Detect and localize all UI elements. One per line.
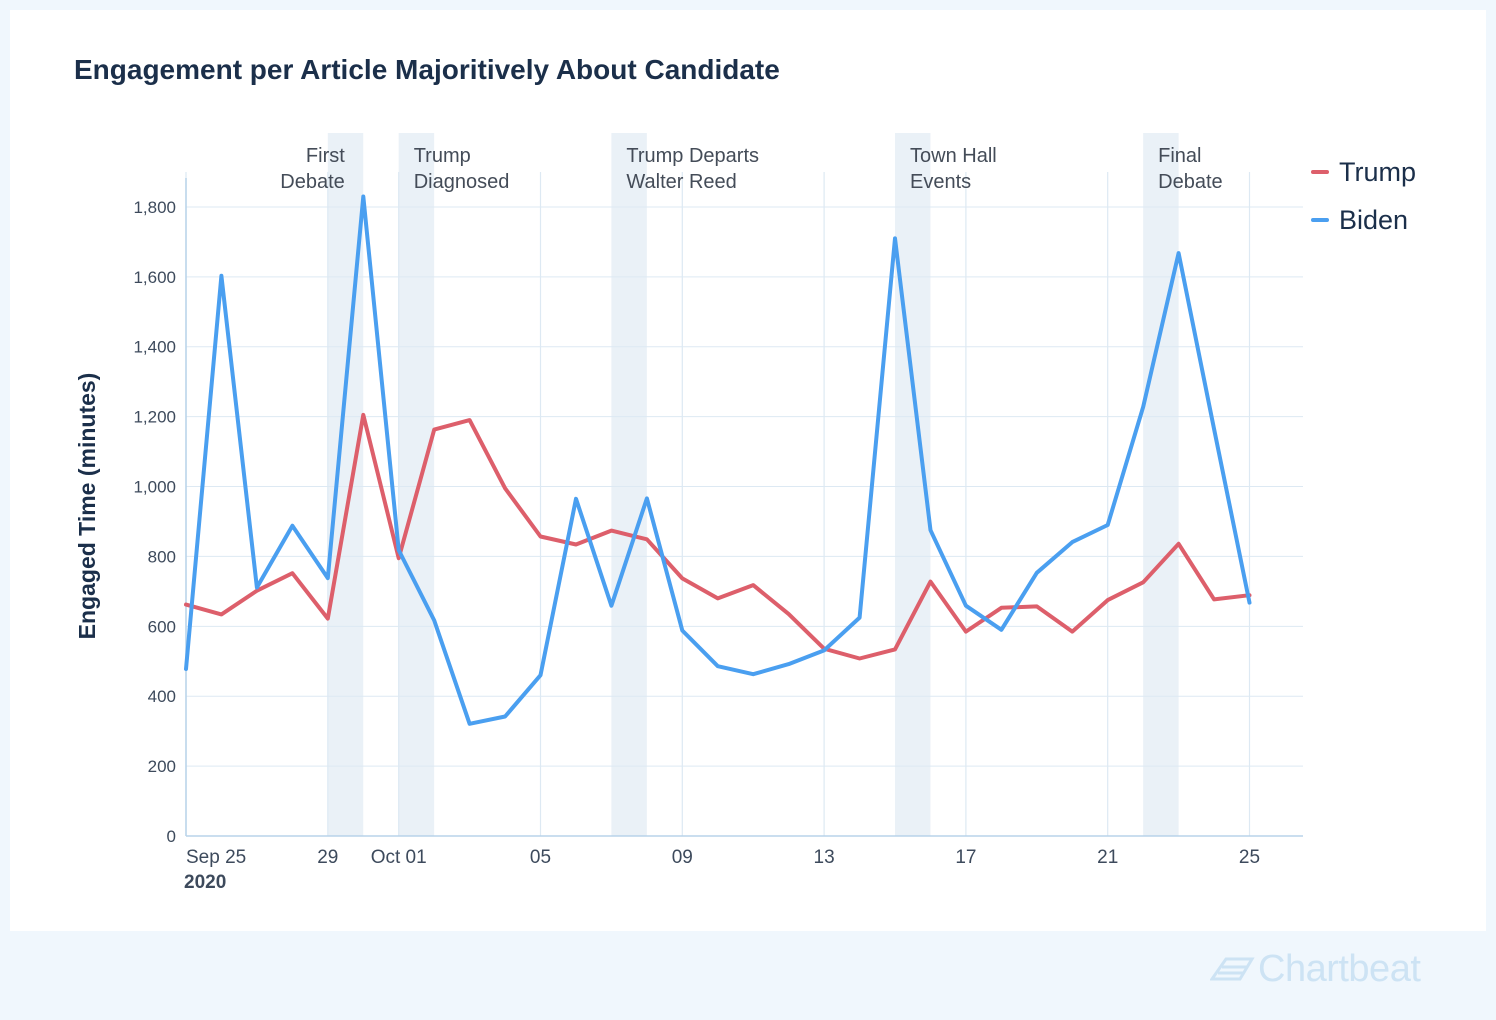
legend-label-trump: Trump	[1339, 156, 1417, 187]
legend-swatch-biden	[1311, 218, 1329, 222]
event-label: Trump Departs	[626, 145, 759, 167]
y-tick-label: 200	[148, 757, 176, 776]
chartbeat-logo-icon	[1210, 957, 1255, 980]
event-label: Events	[910, 171, 971, 193]
event-label: Trump	[414, 145, 471, 167]
chart-title: Engagement per Article Majoritively Abou…	[74, 54, 780, 85]
y-tick-label: 1,800	[133, 198, 176, 217]
x-tick-label: Sep 25	[186, 847, 246, 868]
x-tick-label: 17	[955, 847, 976, 868]
event-label: Walter Reed	[626, 171, 736, 193]
x-tick-label: 13	[814, 847, 835, 868]
legend-item-trump[interactable]: Trump	[1311, 148, 1416, 196]
series-line-biden	[184, 194, 1252, 726]
event-band	[611, 133, 647, 836]
x-tick-label: 21	[1097, 847, 1118, 868]
y-tick-label: 400	[148, 687, 176, 706]
event-label: Diagnosed	[414, 171, 510, 193]
y-tick-label: 600	[148, 617, 176, 636]
legend-item-biden[interactable]: Biden	[1311, 196, 1416, 244]
chart-card: Engagement per Article Majoritively Abou…	[10, 10, 1486, 931]
y-tick-label: 1,200	[133, 408, 176, 427]
legend-swatch-trump	[1311, 170, 1329, 174]
legend-label-biden: Biden	[1339, 204, 1409, 235]
event-band	[1143, 133, 1179, 836]
event-label: First	[306, 145, 345, 167]
x-tick-label: 25	[1239, 847, 1260, 868]
event-label: Debate	[280, 171, 345, 193]
x-tick-label: 05	[530, 847, 551, 868]
event-label: Town Hall	[910, 145, 997, 167]
y-tick-label: 1,000	[133, 478, 176, 497]
y-tick-label: 1,600	[133, 268, 176, 287]
x-tick-label: 09	[672, 847, 693, 868]
y-tick-label: 800	[148, 547, 176, 566]
event-band	[398, 133, 435, 836]
brand-logo: Chartbeat	[1210, 948, 1421, 991]
y-tick-label: 1,400	[133, 338, 176, 357]
event-label: Final	[1158, 145, 1201, 167]
y-axis-title: Engaged Time (minutes)	[74, 373, 100, 640]
legend: Trump Biden	[1311, 148, 1416, 244]
x-tick-year-label: 2020	[184, 872, 226, 893]
x-tick-label: 29	[317, 847, 338, 868]
event-label: Debate	[1158, 171, 1223, 193]
y-tick-label: 0	[167, 827, 176, 846]
brand-name: Chartbeat	[1258, 948, 1421, 990]
x-tick-label: Oct 01	[371, 847, 427, 868]
series-line-trump	[184, 412, 1252, 661]
